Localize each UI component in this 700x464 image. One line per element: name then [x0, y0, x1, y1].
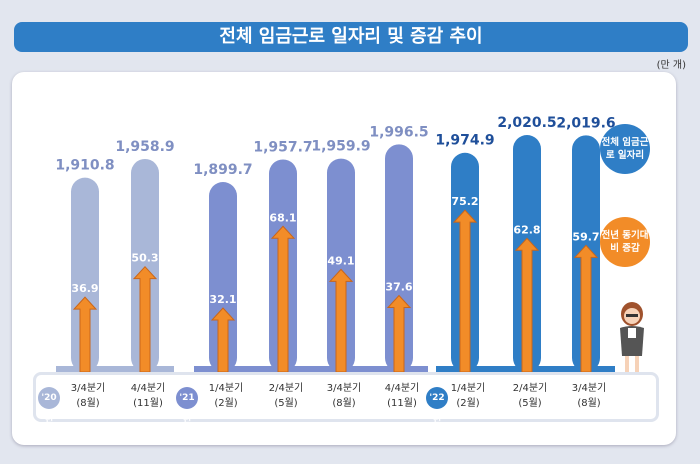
change-value-label: 75.2 [451, 195, 478, 208]
change-value-label: 36.9 [71, 282, 98, 295]
change-value-label: 68.1 [269, 211, 296, 224]
category-label: 1/4분기 (2월) [450, 383, 486, 409]
change-arrow [573, 244, 599, 373]
category-label: 4/4분기 (11월) [384, 383, 420, 409]
category-label: 3/4분기 (8월) [70, 383, 106, 409]
change-arrow [328, 268, 354, 373]
total-value-label: 1,996.5 [369, 124, 428, 140]
change-arrow [386, 294, 412, 373]
year-badge: '22년 [426, 387, 448, 425]
total-bar [327, 158, 355, 372]
category-axis: '20년 '21년 '22년 3/4분기 (8월) 4/4분기 (11월) 1/4분기 (2월)… [33, 372, 659, 425]
person-illustration [620, 302, 644, 372]
total-bar [71, 177, 99, 372]
total-value-label: 1,899.7 [193, 162, 252, 178]
year-group-base [194, 366, 428, 374]
chart-title: 전체 임금근로 일자리 및 증감 추이 [14, 22, 688, 52]
total-value-label: 1,910.8 [55, 158, 114, 174]
year-badge: '21년 [176, 387, 198, 425]
total-bar [385, 144, 413, 372]
category-label: 4/4분기 (11월) [130, 383, 166, 409]
change-arrow [132, 265, 158, 373]
year-badge: '20년 [38, 387, 60, 425]
change-arrow [210, 307, 236, 373]
change-value-label: 49.1 [327, 254, 354, 267]
category-label: 1/4분기 (2월) [208, 383, 244, 409]
total-value-label: 1,958.9 [115, 139, 174, 155]
chart-svg: 1,910.8 36.9 1,958.9 50.3 1,899.7 32.1 1,957.7… [55, 115, 616, 374]
category-label: 3/4분기 (8월) [326, 383, 362, 409]
change-value-label: 59.7 [572, 230, 599, 243]
year-group-base [56, 366, 174, 374]
total-value-label: 1,974.9 [435, 133, 494, 149]
change-arrow [514, 237, 540, 373]
change-arrow [72, 296, 98, 373]
change-arrow [270, 225, 296, 373]
unit-label: (만 개) [656, 60, 686, 71]
change-value-label: 32.1 [209, 293, 236, 306]
change-value-label: 37.6 [385, 281, 412, 294]
legend-total: 전체 임금근로 일자리 [600, 124, 650, 174]
total-value-label: 1,959.9 [311, 139, 370, 155]
category-label: 2/4분기 (5월) [268, 383, 304, 409]
total-value-label: 2,019.6 [556, 115, 615, 131]
change-arrow [452, 209, 478, 373]
total-value-label: 1,957.7 [253, 139, 312, 155]
category-label: 3/4분기 (8월) [571, 383, 607, 409]
total-value-label: 2,020.5 [497, 115, 556, 131]
category-label: 2/4분기 (5월) [512, 383, 548, 409]
change-value-label: 62.8 [513, 223, 540, 236]
change-value-label: 50.3 [131, 252, 158, 265]
total-bar [131, 158, 159, 372]
total-bar [209, 182, 237, 372]
legend-change: 전년 동기대비 증감 [600, 217, 650, 267]
